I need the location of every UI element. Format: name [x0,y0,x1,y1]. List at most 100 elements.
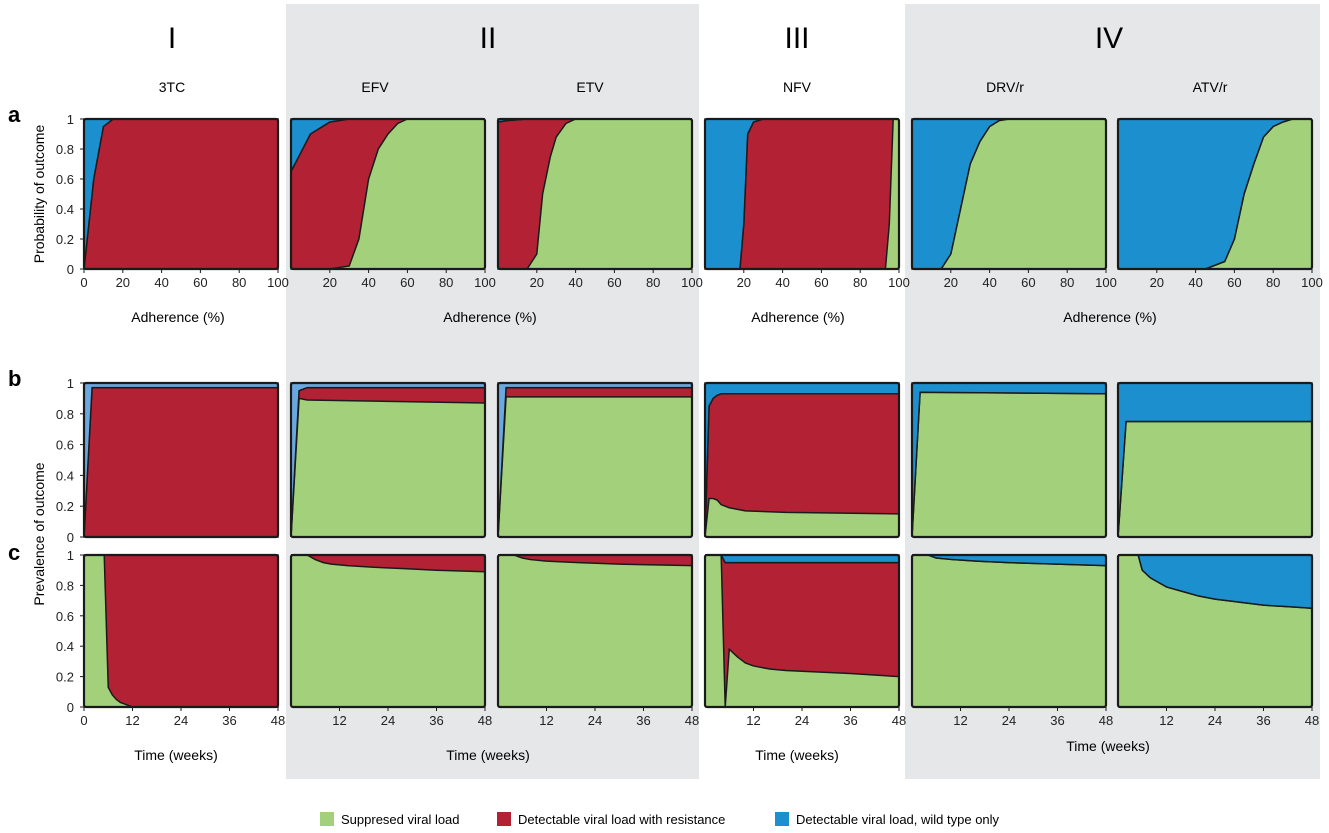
panel-c-atvr-x-tick-label-2: 36 [1256,713,1270,728]
drug-label-etv: ETV [576,79,604,95]
panel-a-efv-x-tick-label-3: 80 [439,275,453,290]
panel-b-efv-suppressed-area [291,383,485,537]
group-label-ii: II [480,22,497,55]
row-c-x-axis-title-iv: Time (weeks) [1066,738,1150,754]
panel-c-3tc-x-tick-label-2: 24 [174,713,188,728]
drug-label-drvr: DRV/r [986,79,1024,95]
group-label-iv: IV [1095,22,1123,55]
panel-c-atvr-x-tick-label-0: 12 [1159,713,1173,728]
panel-a-3tc-x-tick-label-0: 0 [80,275,87,290]
drug-label-nfv: NFV [783,79,812,95]
drug-label-atvr: ATV/r [1193,79,1228,95]
panel-a-etv-x-tick-label-0: 20 [530,275,544,290]
panel-c-etv-x-tick-label-0: 12 [539,713,553,728]
group-label-iii: III [784,22,809,55]
legend-label-resistance: Detectable viral load with resistance [518,812,725,827]
panel-c-drvr-x-tick-label-3: 48 [1099,713,1113,728]
panel-c-drvr-suppressed-area [912,555,1106,707]
panel-c-etv-x-tick-label-2: 36 [636,713,650,728]
row-bc-y-axis-title: Prevalence of outcome [31,462,47,605]
row-a-x-axis-title-ii: Adherence (%) [443,309,536,325]
panel-a-nfv-x-tick-label-0: 20 [737,275,751,290]
row-c-y-tick-label-0: 1 [67,548,74,563]
row-a-x-axis-title-iv: Adherence (%) [1063,309,1156,325]
panel-c-atvr-x-tick-label-3: 48 [1305,713,1319,728]
row-label-b: b [8,366,21,391]
panel-layer: 0 20 40 60 80 100 20 40 60 80 100 20 40 60 80 100 20 40 60… [56,112,1323,728]
panel-a-efv-frame [289,117,487,271]
panel-a-nfv-x-tick-label-1: 40 [775,275,789,290]
panel-a-etv-frame [496,117,694,271]
row-c-x-axis-title-iii: Time (weeks) [755,747,839,763]
panel-a-3tc-x-tick-label-1: 20 [116,275,130,290]
legend-label-suppressed: Suppresed viral load [341,812,460,827]
panel-c-3tc-x-tick-label-4: 48 [271,713,285,728]
panel-a-3tc-x-tick-label-3: 60 [193,275,207,290]
panel-a-nfv-frame [703,117,901,271]
panel-c-efv-x-tick-label-2: 36 [429,713,443,728]
panel-b-3tc-frame [82,381,280,539]
group-label-i: I [168,22,176,55]
row-c-x-axis-title-i: Time (weeks) [134,747,218,763]
panel-a-nfv-x-tick-label-4: 100 [888,275,910,290]
row-c-y-tick-label-3: 0.4 [56,639,74,654]
panel-a-efv-x-tick-label-2: 60 [400,275,414,290]
panel-a-etv-x-tick-label-2: 60 [607,275,621,290]
panel-c-etv-x-tick-label-3: 48 [685,713,699,728]
legend-swatch-wildtype [775,812,789,826]
panel-a-atvr-x-tick-label-4: 100 [1301,275,1323,290]
panel-a-efv-x-tick-label-1: 40 [361,275,375,290]
panel-a-atvr-frame [1116,117,1314,271]
panel-a-drvr-x-tick-label-1: 40 [982,275,996,290]
panel-a-3tc-x-tick-label-2: 40 [154,275,168,290]
panel-b-atvr-frame [1116,381,1314,539]
row-c-y-tick-label-1: 0.8 [56,578,74,593]
row-label-c: c [8,540,20,565]
panel-a-drvr-x-tick-label-4: 100 [1095,275,1117,290]
panel-c-3tc-x-tick-label-3: 36 [222,713,236,728]
panel-c-efv-x-tick-label-3: 48 [478,713,492,728]
drug-label-efv: EFV [361,79,389,95]
row-a-y-tick-label-4: 0.2 [56,232,74,247]
row-b-y-tick-label-3: 0.4 [56,468,74,483]
panel-c-3tc-x-tick-label-1: 12 [125,713,139,728]
row-c-y-tick-label-5: 0 [67,700,74,715]
panel-c-atvr-x-tick-label-1: 24 [1208,713,1222,728]
panel-a-drvr-x-tick-label-0: 20 [944,275,958,290]
row-label-a: a [8,102,21,127]
row-a-x-axis-title-iii: Adherence (%) [751,309,844,325]
row-b-y-tick-label-0: 1 [67,376,74,391]
row-a-y-tick-label-1: 0.8 [56,142,74,157]
panel-b-efv-frame [289,381,487,539]
panel-a-etv-x-tick-label-1: 40 [568,275,582,290]
panel-c-3tc-resistance-area [84,554,279,708]
panel-c-drvr-x-tick-label-2: 36 [1050,713,1064,728]
panel-b-drvr-frame [910,381,1108,539]
panel-b-drvr-suppressed-area [912,383,1106,537]
panel-a-3tc-frame [82,117,280,271]
panel-a-3tc-resistance-area [83,118,279,270]
panel-c-nfv-wildtype-area [705,554,900,564]
row-a-y-tick-label-5: 0 [67,262,74,277]
row-a-y-tick-label-3: 0.4 [56,202,74,217]
panel-c-nfv-x-tick-label-3: 48 [892,713,906,728]
panel-c-nfv-x-tick-label-0: 12 [746,713,760,728]
panel-b-3tc-resistance-area [83,386,279,538]
panel-a-drvr-x-tick-label-3: 80 [1060,275,1074,290]
panel-a-etv-x-tick-label-4: 100 [681,275,703,290]
panel-a-atvr-x-tick-label-0: 20 [1150,275,1164,290]
panel-a-atvr-x-tick-label-1: 40 [1188,275,1202,290]
panel-a-atvr-x-tick-label-2: 60 [1227,275,1241,290]
panel-a-efv-x-tick-label-0: 20 [323,275,337,290]
panel-c-etv-x-tick-label-1: 24 [588,713,602,728]
panel-c-etv-suppressed-area [498,555,692,707]
panel-a-atvr-x-tick-label-3: 80 [1266,275,1280,290]
row-b-y-tick-label-5: 0 [67,530,74,545]
panel-c-drvr-x-tick-label-0: 12 [953,713,967,728]
panel-b-nfv-frame [703,381,901,539]
panel-c-efv-x-tick-label-0: 12 [332,713,346,728]
panel-a-3tc-x-tick-label-4: 80 [232,275,246,290]
panel-c-3tc-x-tick-label-0: 0 [80,713,87,728]
panel-c-drvr-x-tick-label-1: 24 [1002,713,1016,728]
panel-a-3tc-x-tick-label-5: 100 [267,275,289,290]
